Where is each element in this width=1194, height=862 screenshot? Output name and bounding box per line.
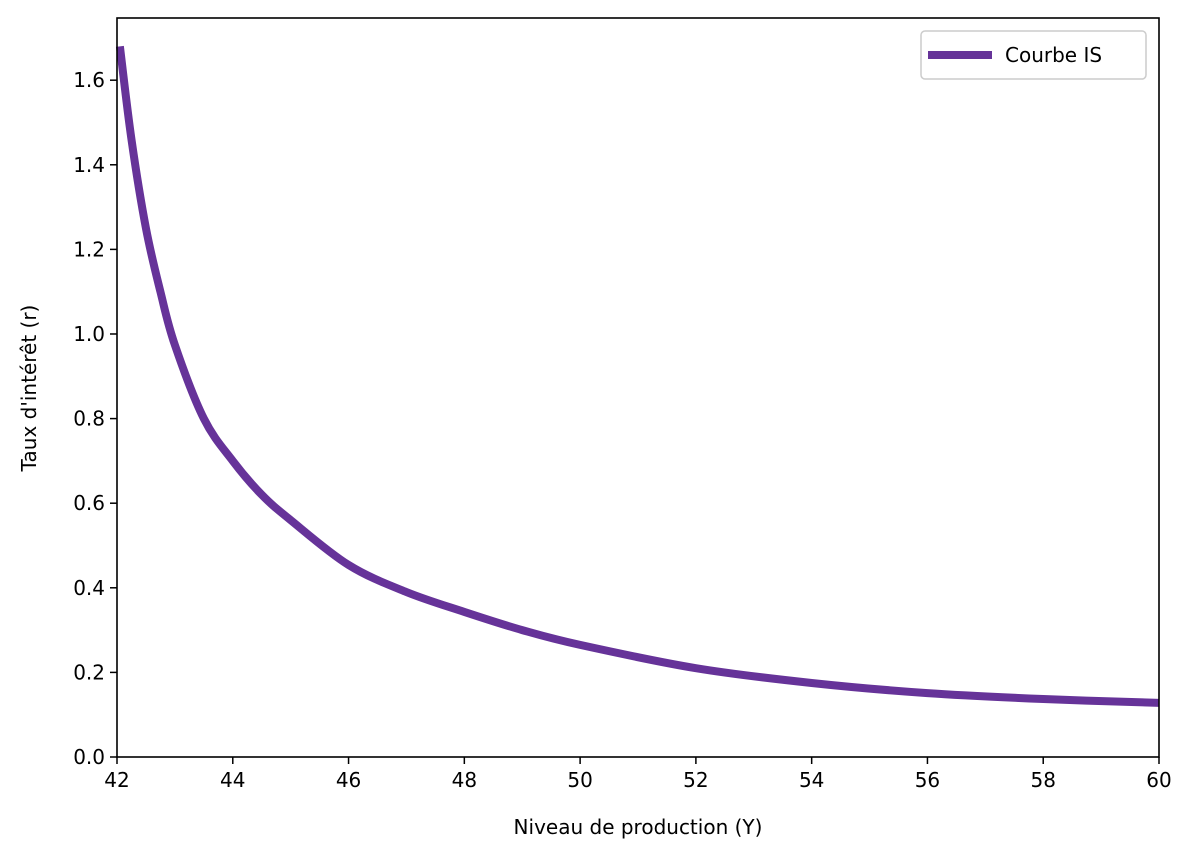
legend: Courbe IS [920, 30, 1147, 80]
x-tick-label: 58 [1030, 768, 1055, 792]
x-tick-label: 46 [336, 768, 361, 792]
x-tick-label: 52 [683, 768, 708, 792]
x-tick-label: 60 [1146, 768, 1171, 792]
y-tick-label: 0.4 [73, 576, 105, 600]
x-tick-label: 42 [104, 768, 129, 792]
x-tick-label: 50 [567, 768, 592, 792]
y-axis-label: Taux d'intérêt (r) [17, 305, 41, 473]
y-tick-label: 1.4 [73, 153, 105, 177]
x-tick-label: 56 [915, 768, 940, 792]
legend-label: Courbe IS [1005, 43, 1102, 67]
x-axis-label: Niveau de production (Y) [514, 815, 763, 839]
y-tick-label: 1.0 [73, 322, 105, 346]
x-tick-label: 44 [220, 768, 245, 792]
y-tick-label: 1.2 [73, 237, 105, 261]
y-tick-label: 0.6 [73, 491, 105, 515]
y-tick-label: 0.2 [73, 660, 105, 684]
plot-area [117, 18, 1159, 757]
y-tick-label: 1.6 [73, 68, 105, 92]
plot-frame [116, 17, 1160, 758]
x-tick-label: 48 [452, 768, 477, 792]
y-tick-label: 0.8 [73, 407, 105, 431]
y-tick-label: 0.0 [73, 745, 105, 769]
legend-box [920, 30, 1147, 80]
series-line-is-curve [115, 45, 1160, 707]
x-tick-label: 54 [799, 768, 824, 792]
